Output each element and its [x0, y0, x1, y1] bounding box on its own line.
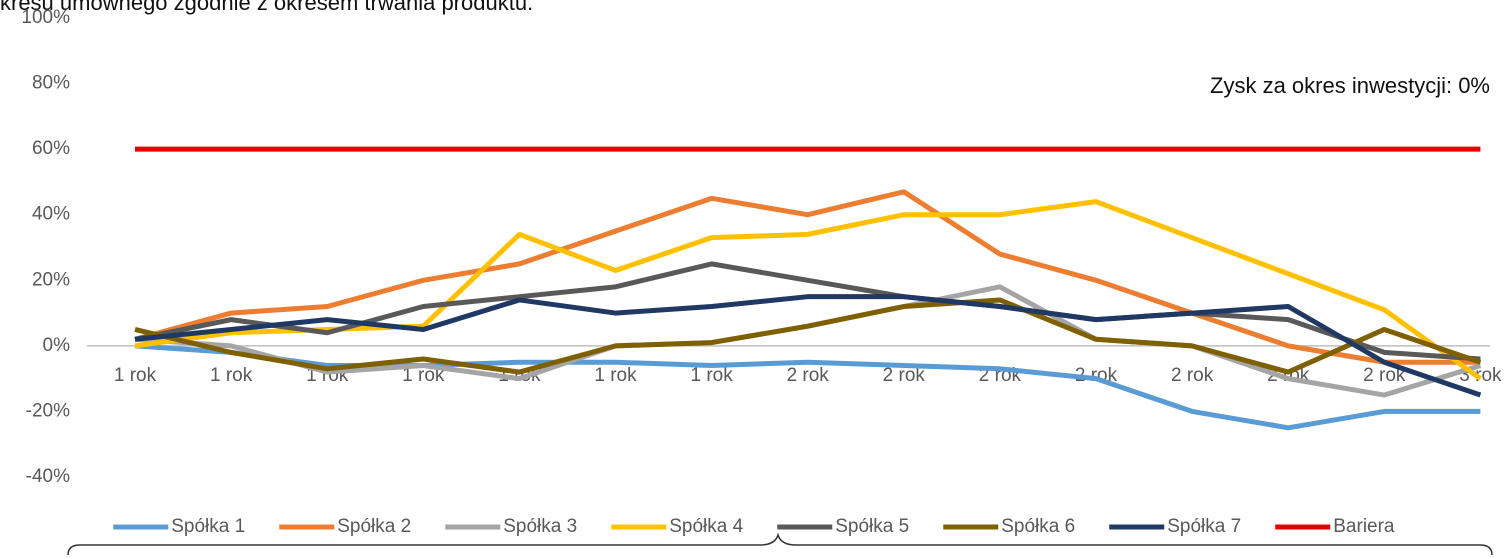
y-tick-label: 80% [32, 73, 70, 94]
annotation: Zysk za okres inwestycji: 0% [1210, 73, 1490, 98]
y-tick-label: 20% [32, 269, 70, 290]
x-tick-label: 2 rok [1171, 365, 1214, 386]
x-tick-label: 1 rok [594, 365, 637, 386]
line [134, 294, 1482, 398]
line [134, 199, 1482, 381]
y-tick-label: 100% [21, 7, 70, 28]
line [134, 189, 1481, 365]
legend-label: Spółka 1 [171, 516, 245, 537]
legend-label: Spółka 7 [1167, 516, 1241, 537]
line [134, 297, 1482, 375]
legend-label: Bariera [1333, 516, 1395, 537]
brace [67, 532, 1493, 556]
y-tick-label: 40% [32, 204, 70, 225]
x-tick-label: 1 rok [210, 365, 253, 386]
x-tick-label: 1 rok [690, 365, 733, 386]
x-tick-label: 2 rok [787, 365, 830, 386]
x-tick-label: 1 rok [402, 365, 445, 386]
legend-label: Spółka 4 [669, 516, 743, 537]
y-tick-label: 0% [43, 335, 71, 356]
y-tick-label: -40% [26, 466, 70, 487]
legend-label: Spółka 2 [337, 516, 411, 537]
y-tick-label: 60% [32, 138, 70, 159]
x-tick-label: 1 rok [114, 365, 157, 386]
chart-title: kresu umownego zgodnie z okresem trwania… [0, 0, 533, 15]
legend-label: Spółka 3 [503, 516, 577, 537]
x-tick-label: 2 rok [883, 365, 926, 386]
y-tick-label: -20% [26, 400, 70, 421]
legend-label: Spółka 6 [1001, 516, 1075, 537]
legend-label: Spółka 5 [835, 516, 909, 537]
line [134, 343, 1481, 431]
x-tick-label: 2 rok [1363, 365, 1406, 386]
